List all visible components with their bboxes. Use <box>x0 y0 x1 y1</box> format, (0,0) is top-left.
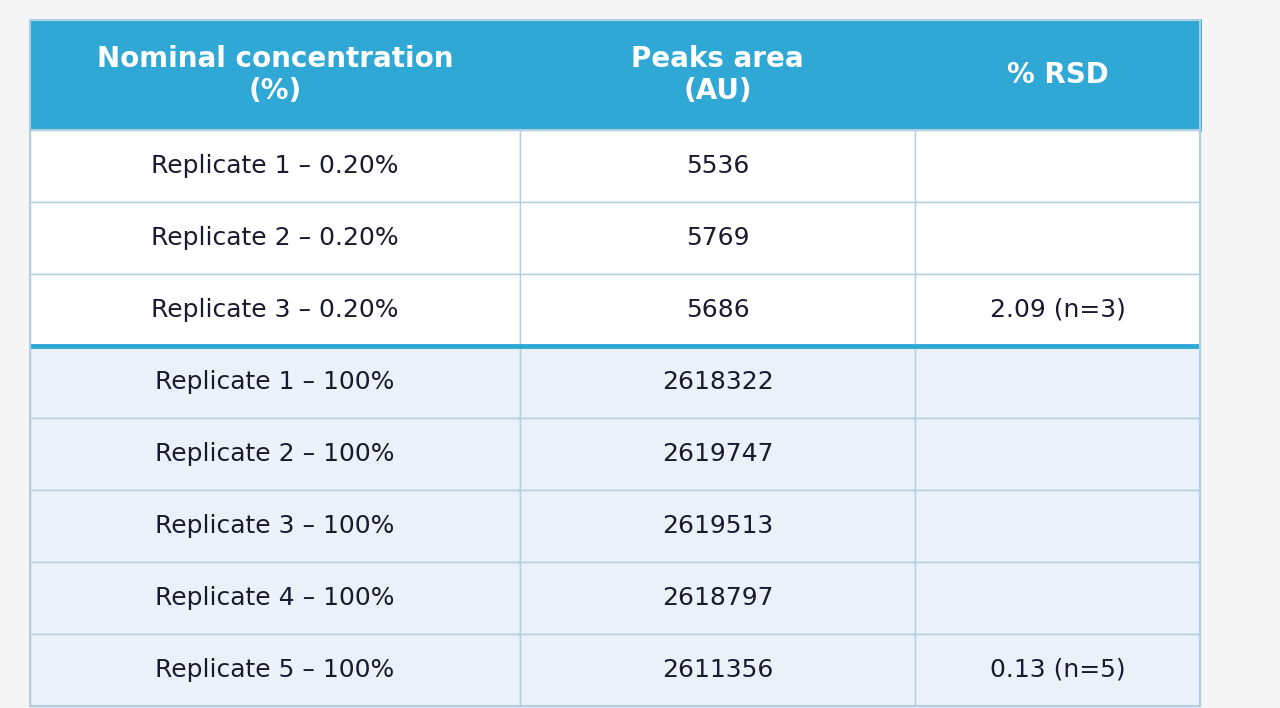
Bar <box>520 202 915 274</box>
Text: 2611356: 2611356 <box>662 658 773 682</box>
Bar <box>520 562 915 634</box>
Text: Replicate 3 – 100%: Replicate 3 – 100% <box>155 514 394 538</box>
Bar <box>29 562 520 634</box>
Text: Replicate 1 – 0.20%: Replicate 1 – 0.20% <box>151 154 399 178</box>
Text: 2619513: 2619513 <box>662 514 773 538</box>
Text: 0.13 (n=5): 0.13 (n=5) <box>989 658 1125 682</box>
Text: 5536: 5536 <box>686 154 749 178</box>
Text: Replicate 5 – 100%: Replicate 5 – 100% <box>155 658 394 682</box>
Text: Replicate 2 – 100%: Replicate 2 – 100% <box>155 442 394 466</box>
Text: Nominal concentration
(%): Nominal concentration (%) <box>97 45 453 105</box>
Text: % RSD: % RSD <box>1006 61 1108 89</box>
Bar <box>520 346 915 418</box>
Bar <box>29 418 520 490</box>
Bar <box>29 346 520 418</box>
Bar <box>29 634 520 706</box>
Bar <box>29 130 520 202</box>
Bar <box>915 20 1201 130</box>
Bar <box>29 274 520 346</box>
Bar <box>915 418 1201 490</box>
Bar <box>520 274 915 346</box>
Text: 2.09 (n=3): 2.09 (n=3) <box>989 298 1125 322</box>
Text: 2618322: 2618322 <box>662 370 773 394</box>
Bar <box>29 490 520 562</box>
Bar <box>915 634 1201 706</box>
Bar <box>520 490 915 562</box>
Bar <box>915 562 1201 634</box>
Text: Peaks area
(AU): Peaks area (AU) <box>631 45 804 105</box>
Bar <box>915 346 1201 418</box>
Bar <box>520 130 915 202</box>
Bar <box>520 418 915 490</box>
Text: 2619747: 2619747 <box>662 442 773 466</box>
Text: Replicate 3 – 0.20%: Replicate 3 – 0.20% <box>151 298 399 322</box>
Bar <box>520 20 915 130</box>
Text: Replicate 1 – 100%: Replicate 1 – 100% <box>155 370 394 394</box>
Bar <box>915 130 1201 202</box>
Text: 2618797: 2618797 <box>662 586 773 610</box>
Bar <box>520 634 915 706</box>
Bar <box>915 490 1201 562</box>
Text: Replicate 4 – 100%: Replicate 4 – 100% <box>155 586 394 610</box>
Text: 5686: 5686 <box>686 298 749 322</box>
Bar <box>915 274 1201 346</box>
Text: 5769: 5769 <box>686 226 749 250</box>
Bar <box>29 202 520 274</box>
Bar <box>915 202 1201 274</box>
Bar <box>29 20 520 130</box>
Text: Replicate 2 – 0.20%: Replicate 2 – 0.20% <box>151 226 399 250</box>
